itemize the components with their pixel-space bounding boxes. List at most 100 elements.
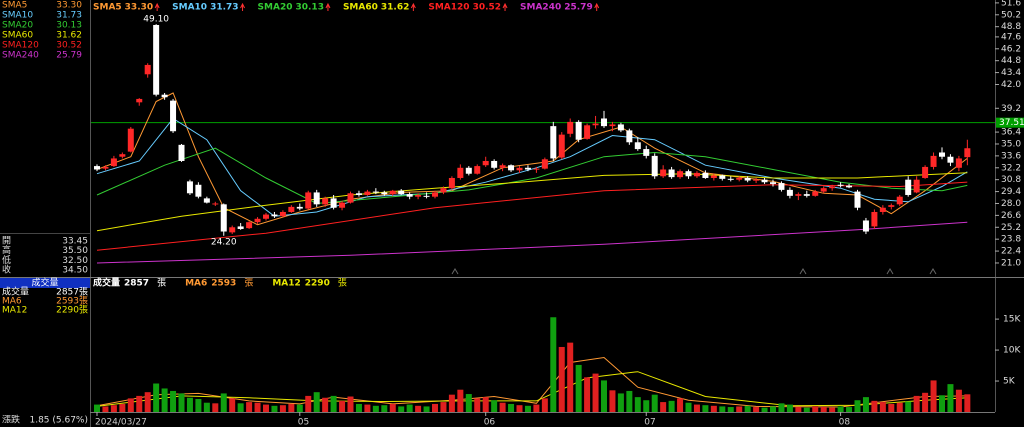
y-tick-label: 39.2	[1001, 104, 1021, 114]
legend-name: SMA240	[520, 3, 561, 13]
volume-bar	[279, 405, 286, 412]
volume-bar	[702, 405, 709, 412]
volume-bar	[389, 403, 396, 412]
candle-body	[246, 222, 253, 229]
volume-bar	[178, 393, 185, 412]
volume-bar	[491, 400, 498, 412]
candle-body	[567, 121, 574, 134]
side-volume-name: 成交量	[2, 286, 29, 298]
volume-bar	[305, 395, 312, 412]
volume-bar	[871, 400, 878, 412]
x-tick-label: 05	[298, 418, 309, 427]
candle-body	[263, 214, 269, 219]
x-tick-label: 06	[484, 418, 496, 427]
candle-body	[888, 205, 895, 207]
candle-body	[203, 198, 210, 203]
y-tick-label: 29.4	[1001, 187, 1021, 197]
candle-body	[955, 158, 962, 168]
candle-body	[127, 128, 134, 152]
volume-legend-value: 2593	[211, 279, 236, 289]
candle-body	[423, 195, 430, 197]
candle-body	[355, 193, 362, 195]
side-ma-value: 31.62	[56, 31, 82, 41]
side-ma-value: 33.30	[56, 1, 82, 11]
volume-legend-unit: 張	[157, 278, 166, 289]
y-tick-label: 46.2	[1001, 44, 1021, 54]
y-tick-label: 26.6	[1001, 211, 1021, 221]
ma-line	[96, 147, 968, 205]
volume-bar	[271, 405, 278, 412]
volume-tick-label: 5K	[1003, 377, 1016, 387]
volume-bar	[896, 402, 903, 412]
volume-bar	[609, 390, 616, 412]
legend-name: SMA20	[258, 3, 293, 13]
volume-bar	[499, 402, 506, 412]
volume-bar	[457, 389, 464, 412]
candle-body	[660, 169, 667, 177]
y-tick-label: 32.2	[1001, 163, 1021, 173]
volume-bar	[406, 404, 413, 412]
candle-body	[710, 175, 717, 178]
side-ma-name: SMA240	[2, 51, 39, 61]
candle-body	[389, 190, 396, 195]
candle-body	[406, 194, 413, 197]
volume-bar	[296, 404, 303, 412]
volume-legend-unit: 張	[338, 278, 347, 289]
volume-bar	[778, 403, 785, 412]
y-tick-label: 47.6	[1001, 32, 1021, 42]
volume-bar	[541, 398, 548, 412]
y-tick-label: 36.4	[1001, 128, 1021, 138]
side-volume-unit: 張	[79, 287, 88, 298]
volume-header-box	[0, 278, 90, 288]
side-ma-name: SMA5	[2, 1, 27, 11]
y-tick-label: 23.8	[1001, 235, 1021, 245]
candle-body	[482, 160, 489, 166]
ohlc-label: 低	[2, 254, 11, 266]
reference-label: 37.51	[999, 118, 1024, 128]
volume-bar	[127, 398, 134, 412]
candle-body	[465, 167, 472, 174]
volume-bar	[330, 395, 337, 412]
y-tick-label: 25.2	[1001, 223, 1021, 233]
volume-bar	[846, 407, 853, 412]
candle-body	[778, 183, 785, 190]
volume-legend-name: MA12	[272, 279, 300, 289]
candle-body	[491, 160, 498, 168]
volume-bar	[161, 388, 168, 412]
y-tick-label: 21.0	[1001, 258, 1021, 268]
volume-bar	[905, 401, 912, 412]
volume-bar	[795, 407, 802, 412]
candle-body	[195, 184, 202, 197]
volume-bar	[94, 404, 100, 412]
candle-body	[719, 175, 726, 179]
candle-body	[305, 192, 312, 209]
candle-body	[871, 211, 878, 227]
volume-bar	[668, 400, 675, 412]
volume-bar	[651, 394, 658, 412]
volume-bar	[254, 402, 261, 412]
candle-body	[372, 191, 379, 193]
side-volume-name: MA6	[2, 297, 22, 307]
candle-body	[846, 185, 853, 188]
candle-body	[508, 165, 515, 171]
candle-body	[609, 124, 616, 127]
change-value: 1.85 (5.67%)	[29, 416, 88, 426]
candle-body	[854, 191, 861, 208]
candle-body	[220, 204, 227, 232]
volume-bar	[660, 402, 667, 412]
candle-body	[110, 158, 117, 167]
volume-bar	[693, 404, 700, 412]
volume-bar	[601, 380, 607, 412]
candle-body	[812, 191, 819, 196]
side-volume-unit: 張	[79, 296, 88, 307]
volume-bar	[617, 393, 624, 412]
candle-body	[761, 179, 768, 183]
volume-bar	[761, 407, 768, 412]
ohlc-label: 收	[2, 264, 11, 276]
candle-body	[229, 227, 236, 233]
legend-value: 31.62	[381, 3, 409, 13]
side-volume-unit: 張	[79, 305, 88, 316]
candle-body	[237, 226, 244, 229]
x-tick-label: 2024/03/27	[95, 418, 147, 427]
candle-body	[677, 171, 684, 178]
